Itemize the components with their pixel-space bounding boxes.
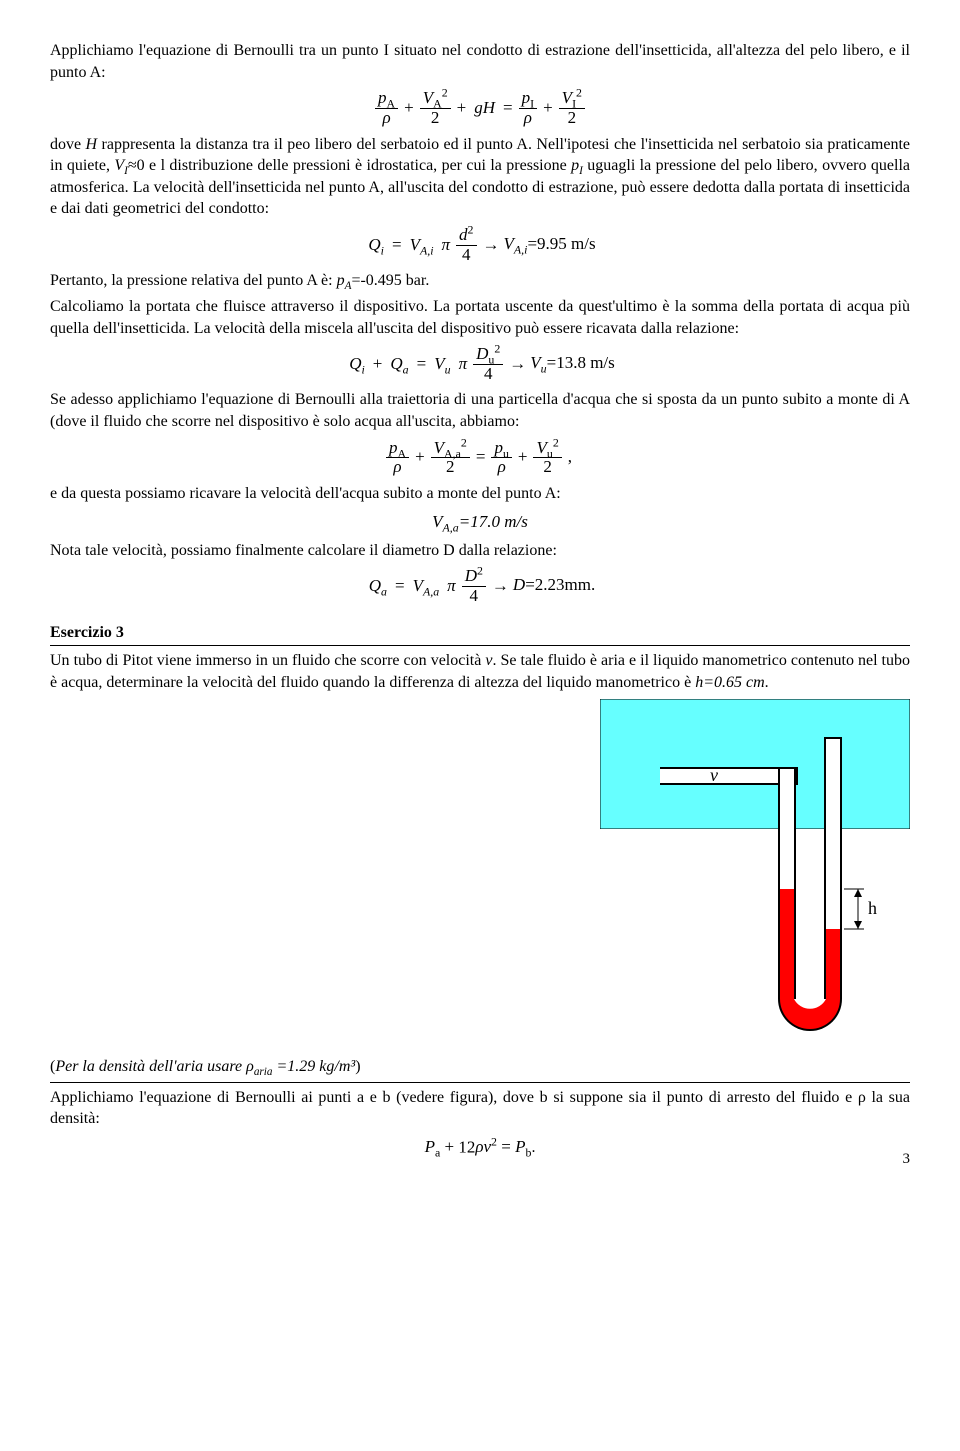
exercise-3-equation: Pa + 12ρv2 = Pb. — [50, 1136, 910, 1160]
svg-text:h: h — [868, 898, 877, 918]
paragraph-7: Nota tale velocità, possiamo finalmente … — [50, 540, 910, 562]
paragraph-2: dove H rappresenta la distanza tra il pe… — [50, 134, 910, 220]
paragraph-1: Applichiamo l'equazione di Bernoulli tra… — [50, 40, 910, 83]
page-number: 3 — [903, 1149, 911, 1169]
exercise-3-title: Esercizio 3 — [50, 622, 910, 644]
exercise-3-text: Un tubo di Pitot viene immerso in un flu… — [50, 650, 910, 693]
equation-1: pAρ+VA22+gH=pIρ+VI22 — [50, 89, 910, 127]
equation-4: pAρ+VA,a22=puρ+Vu22, — [50, 439, 910, 477]
pitot-figure: vh — [50, 699, 910, 1046]
equation-2: Qi=VA,iπd24→VA,i=9.95 m/s — [50, 226, 910, 264]
divider-2 — [50, 1082, 910, 1083]
equation-6: Qa=VA,aπD24→D=2.23mm. — [50, 567, 910, 605]
paragraph-6: e da questa possiamo ricavare la velocit… — [50, 483, 910, 505]
exercise-3-note: (Per la densità dell'aria usare ρaria =1… — [50, 1056, 910, 1078]
equation-3: Qi+Qa=VuπDu24→Vu=13.8 m/s — [50, 345, 910, 383]
paragraph-4: Calcoliamo la portata che fluisce attrav… — [50, 296, 910, 339]
paragraph-3: Pertanto, la pressione relativa del punt… — [50, 270, 910, 292]
paragraph-5: Se adesso applichiamo l'equazione di Ber… — [50, 389, 910, 432]
pitot-diagram-svg: vh — [600, 699, 910, 1039]
exercise-3-text-2: Applichiamo l'equazione di Bernoulli ai … — [50, 1087, 910, 1130]
svg-text:v: v — [710, 765, 718, 785]
divider — [50, 645, 910, 646]
equation-5: VA,a=17.0 m/s — [50, 511, 910, 534]
